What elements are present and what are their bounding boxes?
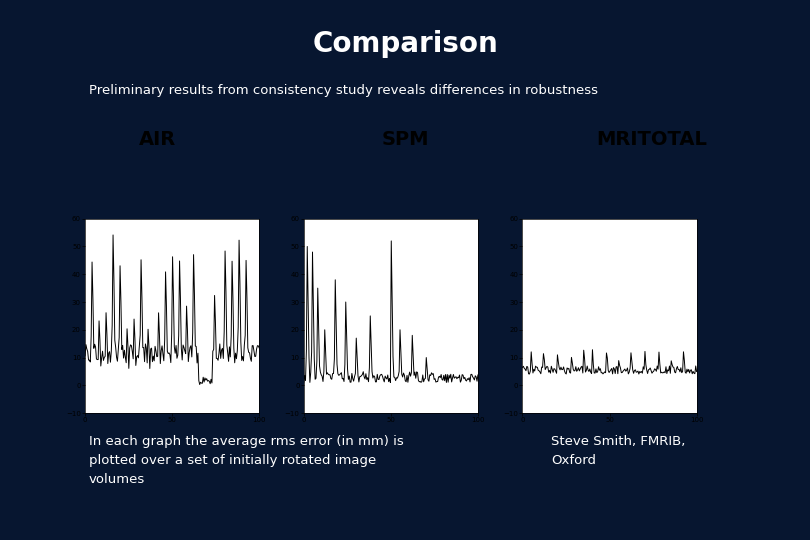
Text: Comparison: Comparison <box>312 30 498 58</box>
Text: In each graph the average rms error (in mm) is
plotted over a set of initially r: In each graph the average rms error (in … <box>89 435 404 485</box>
Text: AIR: AIR <box>139 130 177 148</box>
Text: MRITOTAL: MRITOTAL <box>597 130 707 148</box>
Text: SPM: SPM <box>382 130 428 148</box>
Text: Preliminary results from consistency study reveals differences in robustness: Preliminary results from consistency stu… <box>89 84 598 97</box>
Text: Steve Smith, FMRIB,
Oxford: Steve Smith, FMRIB, Oxford <box>551 435 685 467</box>
